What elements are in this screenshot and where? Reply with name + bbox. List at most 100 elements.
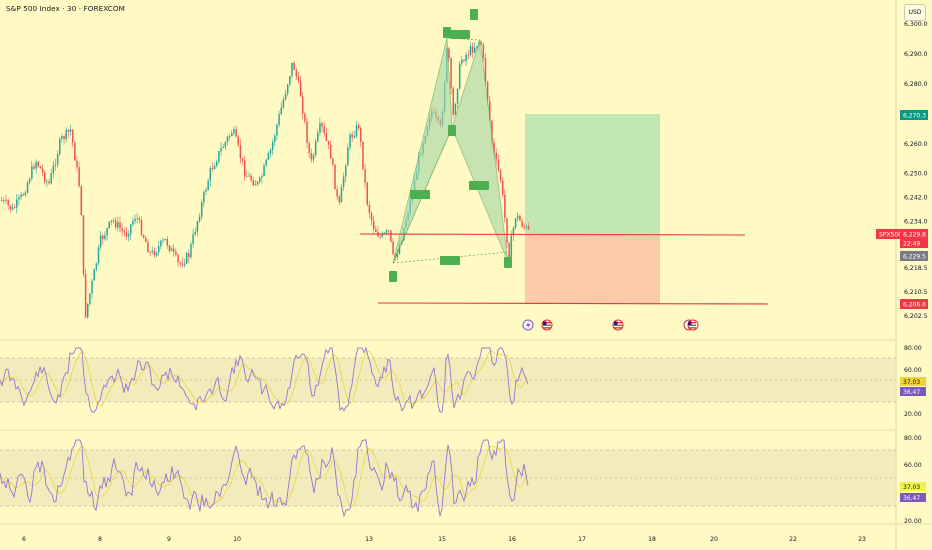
candle-body: [110, 220, 113, 222]
harmonic-pattern[interactable]: [389, 9, 512, 282]
candle-body: [127, 234, 130, 237]
price-label: 6,210.5: [904, 289, 928, 296]
candle-body: [147, 242, 149, 253]
point-a-label[interactable]: [443, 27, 451, 38]
candle-body: [203, 192, 205, 203]
candle-body: [342, 176, 345, 187]
currency-button[interactable]: USD: [904, 4, 926, 21]
candle-body: [82, 215, 85, 274]
candle-body: [216, 161, 218, 166]
candle-body: [61, 136, 63, 139]
candle-body: [37, 161, 40, 167]
price-tag-bg: [900, 110, 928, 120]
target-zone[interactable]: [525, 114, 660, 235]
candle-body: [372, 220, 375, 229]
rsi-panel-2[interactable]: [0, 439, 896, 518]
ratio-label-top[interactable]: [450, 30, 470, 39]
rsi-line-1: [0, 346, 529, 413]
candle-body: [134, 218, 136, 222]
candle-body: [218, 151, 220, 162]
candle-body: [379, 236, 381, 238]
candle-body: [228, 135, 231, 137]
candle-body: [56, 154, 59, 165]
price-tag-bg: [900, 299, 928, 309]
candle-body: [351, 134, 353, 138]
stop-level-line[interactable]: [377, 302, 769, 305]
symbol-title[interactable]: S&P 500 Index · 30 · FOREXCOM: [6, 4, 125, 13]
candle-body: [345, 165, 347, 177]
candle-body: [474, 47, 476, 53]
candle-body: [461, 59, 463, 64]
candle-body: [130, 224, 132, 235]
time-axis[interactable]: 6 8 9 10 13 15 16 17 18 20 22 23: [22, 536, 866, 543]
time-label: 13: [365, 536, 373, 543]
rsi-panel-1[interactable]: [0, 346, 896, 413]
candle-body: [239, 144, 242, 159]
candle-body: [119, 222, 121, 229]
candle-body: [207, 180, 209, 191]
point-b-label[interactable]: [448, 125, 456, 136]
candle-body: [67, 129, 70, 132]
candle-body: [269, 149, 272, 154]
us-flag-event-icon[interactable]: [683, 319, 699, 331]
us-flag-event-icon[interactable]: [541, 319, 553, 331]
candle-body: [510, 235, 513, 258]
candle-body: [108, 221, 110, 228]
candle-body: [54, 164, 57, 166]
point-c-label[interactable]: [470, 9, 478, 20]
candle-body: [181, 263, 184, 266]
candle-body: [160, 240, 162, 247]
candle-body: [74, 142, 76, 161]
candle-body: [205, 190, 207, 193]
entry-level-line[interactable]: [359, 233, 746, 236]
rsi2-value-tag: 36.47: [903, 495, 920, 502]
ratio-label-bottom[interactable]: [440, 256, 460, 265]
ratio-label-right[interactable]: [469, 181, 489, 190]
candle-body: [179, 262, 181, 264]
event-markers[interactable]: [522, 319, 699, 331]
rsi1-value-tag-bg: [900, 387, 926, 396]
candle-body: [65, 129, 67, 140]
stop-zone[interactable]: [525, 235, 660, 304]
ratio-label-left[interactable]: [410, 190, 430, 199]
candle-body: [471, 46, 474, 53]
candle-body: [18, 196, 20, 200]
candle-body: [142, 235, 145, 238]
candle-body: [233, 129, 235, 134]
price-tags: 6,270.3 SPX500 6,229.8 22:49 6,229.5 6,206.6: [876, 110, 928, 309]
candle-body: [329, 144, 332, 159]
candle-body: [527, 226, 530, 230]
candle-body: [306, 121, 308, 144]
candle-body: [349, 134, 351, 148]
candle-body: [261, 176, 263, 178]
candle-body: [308, 143, 310, 154]
point-d-label[interactable]: [504, 257, 512, 268]
price-axis[interactable]: 6,300.0 6,290.0 6,280.0 6,260.0 6,250.0 6,242…: [904, 21, 928, 320]
candle-body: [284, 93, 287, 100]
candle-body: [340, 187, 343, 203]
candle-body: [302, 96, 304, 114]
candle-body: [48, 181, 50, 184]
candle-body: [286, 84, 289, 94]
lightning-glyph: [526, 321, 531, 330]
time-label: 8: [98, 536, 102, 543]
us-flag-event-icon[interactable]: [612, 319, 624, 331]
time-label: 20: [710, 536, 718, 543]
candle-body: [317, 132, 319, 142]
price-candles: [1, 40, 530, 319]
candle-body: [11, 207, 14, 210]
candle-body: [368, 204, 371, 214]
candle-body: [493, 142, 495, 153]
candle-body: [248, 175, 250, 177]
point-x-label[interactable]: [389, 271, 397, 282]
candle-body: [383, 232, 386, 234]
candle-body: [231, 133, 233, 136]
candle-body: [155, 252, 158, 256]
candle-body: [355, 125, 358, 137]
candle-body: [213, 165, 216, 170]
candle-body: [192, 234, 194, 244]
candle-body: [499, 170, 502, 181]
candle-body: [71, 129, 74, 143]
rsi1-ma-tag-bg: [900, 377, 926, 386]
